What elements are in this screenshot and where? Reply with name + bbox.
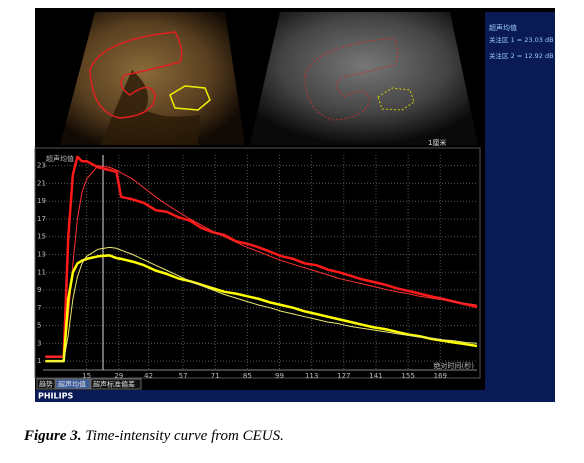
y-tick-label: 3 bbox=[37, 339, 41, 347]
caption-text: Time-intensity curve from CEUS. bbox=[85, 428, 284, 444]
side-panel bbox=[485, 12, 555, 402]
y-tick-label: 23 bbox=[37, 162, 46, 170]
series-line bbox=[45, 165, 478, 358]
roi-red-bmode bbox=[304, 37, 398, 121]
tab-label: 超声均值 bbox=[58, 380, 86, 389]
bmode-image bbox=[250, 12, 478, 145]
y-axis-label: 超声均值 bbox=[46, 154, 74, 163]
x-tick-label: 57 bbox=[179, 372, 188, 380]
dark-region bbox=[100, 70, 200, 145]
x-tick-label: 127 bbox=[337, 372, 350, 380]
series-line bbox=[45, 155, 478, 358]
x-tick-label: 155 bbox=[401, 372, 414, 380]
y-tick-label: 21 bbox=[37, 179, 46, 187]
roi-red bbox=[89, 31, 183, 119]
y-tick-label: 11 bbox=[37, 268, 46, 276]
series-line bbox=[45, 254, 478, 363]
scale-label: 1厘米 bbox=[428, 138, 446, 147]
panel-title: 超声均值 bbox=[489, 23, 517, 32]
y-tick-label: 1 bbox=[37, 357, 41, 365]
x-tick-label: 29 bbox=[114, 372, 123, 380]
series-line bbox=[45, 246, 478, 362]
tab bbox=[55, 378, 91, 390]
tabs: 趋势 超声均值 超声标准偏差 bbox=[36, 378, 142, 390]
x-tick-label: 15 bbox=[82, 372, 91, 380]
tab bbox=[36, 378, 56, 390]
caption: Figure 3. Time-intensity curve from CEUS… bbox=[23, 428, 284, 444]
y-tick-label: 17 bbox=[37, 215, 46, 223]
brand: PHILIPS bbox=[38, 392, 73, 401]
x-tick-label: 85 bbox=[243, 372, 252, 380]
tab bbox=[90, 378, 142, 390]
tab-label: 趋势 bbox=[39, 380, 53, 389]
y-tick-label: 15 bbox=[37, 233, 46, 241]
caption-label: Figure 3. bbox=[23, 428, 82, 444]
roi-yellow-bmode bbox=[377, 87, 415, 111]
x-tick-label: 99 bbox=[275, 372, 284, 380]
x-tick-label: 42 bbox=[144, 372, 153, 380]
brand-bar bbox=[35, 390, 485, 402]
y-tick-label: 9 bbox=[37, 286, 41, 294]
x-axis-label: 绝对时间(秒) bbox=[434, 361, 475, 370]
x-tick-label: 169 bbox=[434, 372, 447, 380]
tab-label: 超声标准偏差 bbox=[93, 380, 135, 389]
x-tick-label: 113 bbox=[305, 372, 318, 380]
y-tick-label: 7 bbox=[37, 304, 41, 312]
roi1-value: 关注区 1 = 23.03 dB bbox=[489, 35, 554, 44]
y-tick-label: 19 bbox=[37, 197, 46, 205]
x-tick-label: 71 bbox=[211, 372, 220, 380]
y-tick-label: 5 bbox=[37, 322, 41, 330]
y-tick-label: 13 bbox=[37, 251, 46, 259]
roi2-value: 关注区 2 = 12.92 dB bbox=[489, 51, 554, 60]
x-tick-label: 141 bbox=[369, 372, 382, 380]
roi-yellow bbox=[169, 85, 211, 111]
chart-frame bbox=[34, 147, 481, 379]
